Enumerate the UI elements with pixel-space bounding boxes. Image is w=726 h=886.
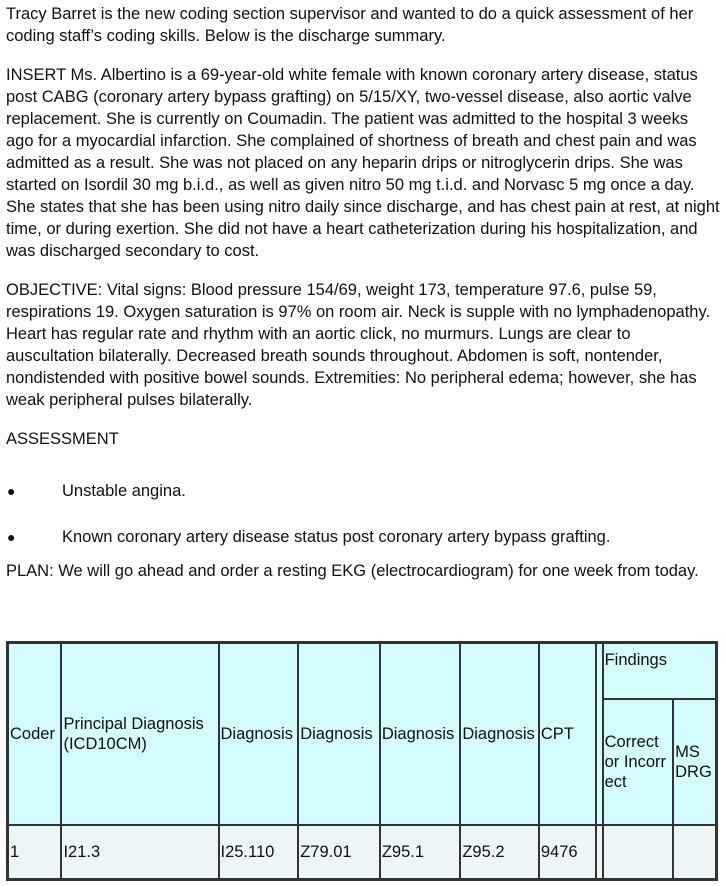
cell-diagnosis: I25.110 bbox=[218, 825, 299, 879]
cell-diagnosis: Z95.2 bbox=[460, 825, 539, 879]
cell-blank bbox=[595, 825, 603, 879]
objective-paragraph: OBJECTIVE: Vital signs: Blood pressure 1… bbox=[6, 281, 711, 409]
cell-cpt: 9476 bbox=[538, 825, 596, 879]
coding-table: Coder Principal Diagnosis (ICD10CM) Diag… bbox=[6, 641, 718, 881]
insert-paragraph: INSERT Ms. Albertino is a 69-year-old wh… bbox=[6, 66, 720, 260]
header-blank bbox=[595, 643, 603, 825]
assessment-heading: ASSESSMENT bbox=[6, 430, 119, 448]
cell-correct-or-incorrect bbox=[602, 825, 674, 879]
header-diagnosis: Diagnosis bbox=[218, 643, 299, 825]
cell-diagnosis: Z95.1 bbox=[379, 825, 461, 879]
cell-ms-drg bbox=[673, 825, 716, 879]
header-cpt: CPT bbox=[538, 643, 596, 825]
assessment-item: ● Unstable angina. bbox=[7, 482, 186, 500]
header-diagnosis: Diagnosis bbox=[460, 643, 539, 825]
header-coder: Coder bbox=[8, 643, 62, 825]
header-diagnosis: Diagnosis bbox=[379, 643, 461, 825]
cell-principal-diagnosis: I21.3 bbox=[61, 825, 219, 879]
header-correct-or-incorrect: Correct or Incorrect bbox=[602, 699, 674, 825]
intro-paragraph: Tracy Barret is the new coding section s… bbox=[6, 5, 694, 45]
cell-coder: 1 bbox=[8, 825, 62, 879]
assessment-item: ● Known coronary artery disease status po… bbox=[7, 528, 611, 546]
plan-paragraph: PLAN: We will go ahead and order a resti… bbox=[6, 562, 699, 580]
header-diagnosis: Diagnosis bbox=[298, 643, 380, 825]
table-row: 1 I21.3 I25.110 Z79.01 Z95.1 Z95.2 9476 bbox=[8, 825, 716, 879]
bullet-icon: ● bbox=[7, 483, 16, 499]
cell-diagnosis: Z79.01 bbox=[298, 825, 380, 879]
header-principal-diagnosis: Principal Diagnosis (ICD10CM) bbox=[61, 643, 219, 825]
header-ms-drg: MS DRG bbox=[673, 699, 716, 825]
bullet-icon: ● bbox=[7, 529, 16, 545]
header-findings: Findings bbox=[602, 643, 716, 699]
discharge-summary: Tracy Barret is the new coding section s… bbox=[6, 5, 720, 580]
